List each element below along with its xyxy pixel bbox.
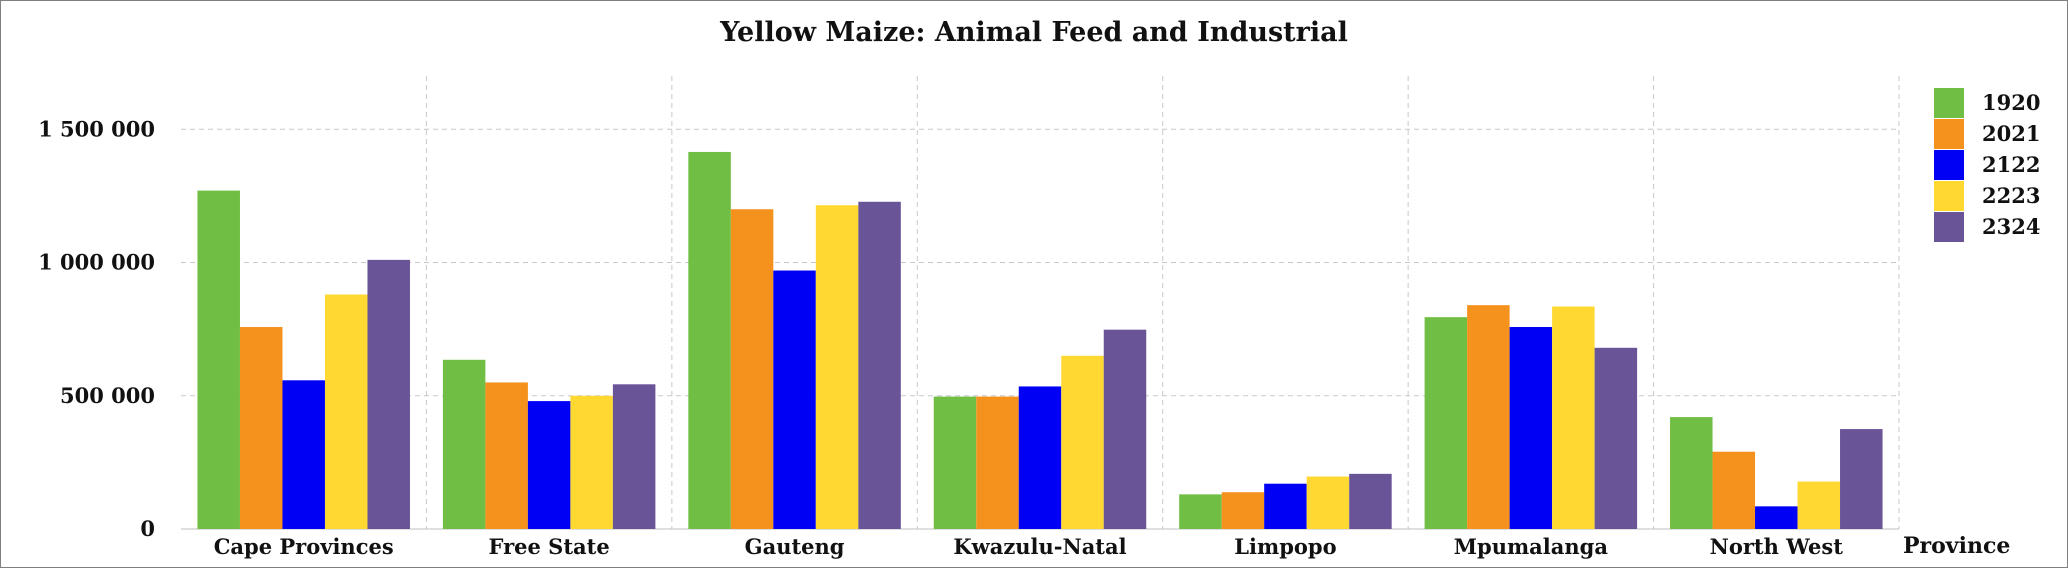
bar xyxy=(612,384,656,529)
bar xyxy=(527,401,571,529)
bar xyxy=(730,209,774,529)
bar xyxy=(197,190,240,530)
bar xyxy=(1467,305,1510,529)
bar xyxy=(282,380,325,529)
bar xyxy=(1306,476,1350,529)
bar xyxy=(239,327,283,529)
y-tick-label: 1 000 000 xyxy=(38,250,155,275)
bar xyxy=(1797,481,1841,529)
bar xyxy=(1552,306,1595,529)
y-tick-label: 500 000 xyxy=(60,383,155,408)
bar xyxy=(1712,451,1756,529)
bar xyxy=(1840,429,1883,529)
legend-swatch xyxy=(1934,88,1964,118)
bar xyxy=(815,205,859,530)
bar xyxy=(688,151,731,529)
legend-swatch xyxy=(1934,119,1964,149)
bar xyxy=(1103,329,1147,529)
bar xyxy=(324,294,368,529)
bar xyxy=(1221,492,1265,529)
bar xyxy=(1509,327,1553,529)
x-tick-label: Free State xyxy=(489,534,610,559)
bar xyxy=(1594,347,1638,529)
y-tick-label: 0 xyxy=(140,516,155,541)
x-tick-label: Limpopo xyxy=(1234,534,1336,559)
axis-layer: 0 500 000 1 000 000 1 500 000 Cape Provinces… xyxy=(38,116,1843,559)
chart-title: Yellow Maize: Animal Feed and Industrial xyxy=(719,17,1348,48)
y-tick-label: 1 500 000 xyxy=(38,116,155,141)
legend-swatch xyxy=(1934,212,1964,242)
bar xyxy=(773,270,816,529)
bar xyxy=(858,201,901,530)
bar xyxy=(442,359,486,529)
legend-label: 2122 xyxy=(1982,152,2040,177)
legend: 1920 2021 2122 2223 2324 xyxy=(1934,88,2040,242)
bar xyxy=(1018,386,1062,529)
x-tick-label: Gauteng xyxy=(745,534,845,559)
x-tick-label: Kwazulu-Natal xyxy=(953,534,1126,559)
x-axis-label: Province xyxy=(1903,533,2010,559)
bar xyxy=(1264,483,1307,529)
legend-label: 2021 xyxy=(1982,121,2040,146)
legend-label: 2223 xyxy=(1982,183,2040,208)
legend-label: 1920 xyxy=(1982,90,2040,115)
bar xyxy=(1670,417,1713,529)
legend-label: 2324 xyxy=(1982,214,2040,239)
x-tick-label: Mpumalanga xyxy=(1454,534,1609,559)
bar xyxy=(933,396,977,529)
bar xyxy=(1349,473,1392,529)
bar xyxy=(570,395,613,529)
bar xyxy=(976,396,1019,529)
bar-layer xyxy=(197,151,1883,530)
bar xyxy=(367,259,410,529)
bar xyxy=(485,382,528,529)
bar xyxy=(1061,355,1104,529)
bar xyxy=(1179,494,1222,529)
legend-swatch xyxy=(1934,181,1964,211)
bar xyxy=(1424,317,1468,529)
x-tick-label: North West xyxy=(1710,534,1844,559)
legend-swatch xyxy=(1934,150,1964,180)
bar xyxy=(1755,506,1798,529)
x-tick-label: Cape Provinces xyxy=(214,534,394,559)
